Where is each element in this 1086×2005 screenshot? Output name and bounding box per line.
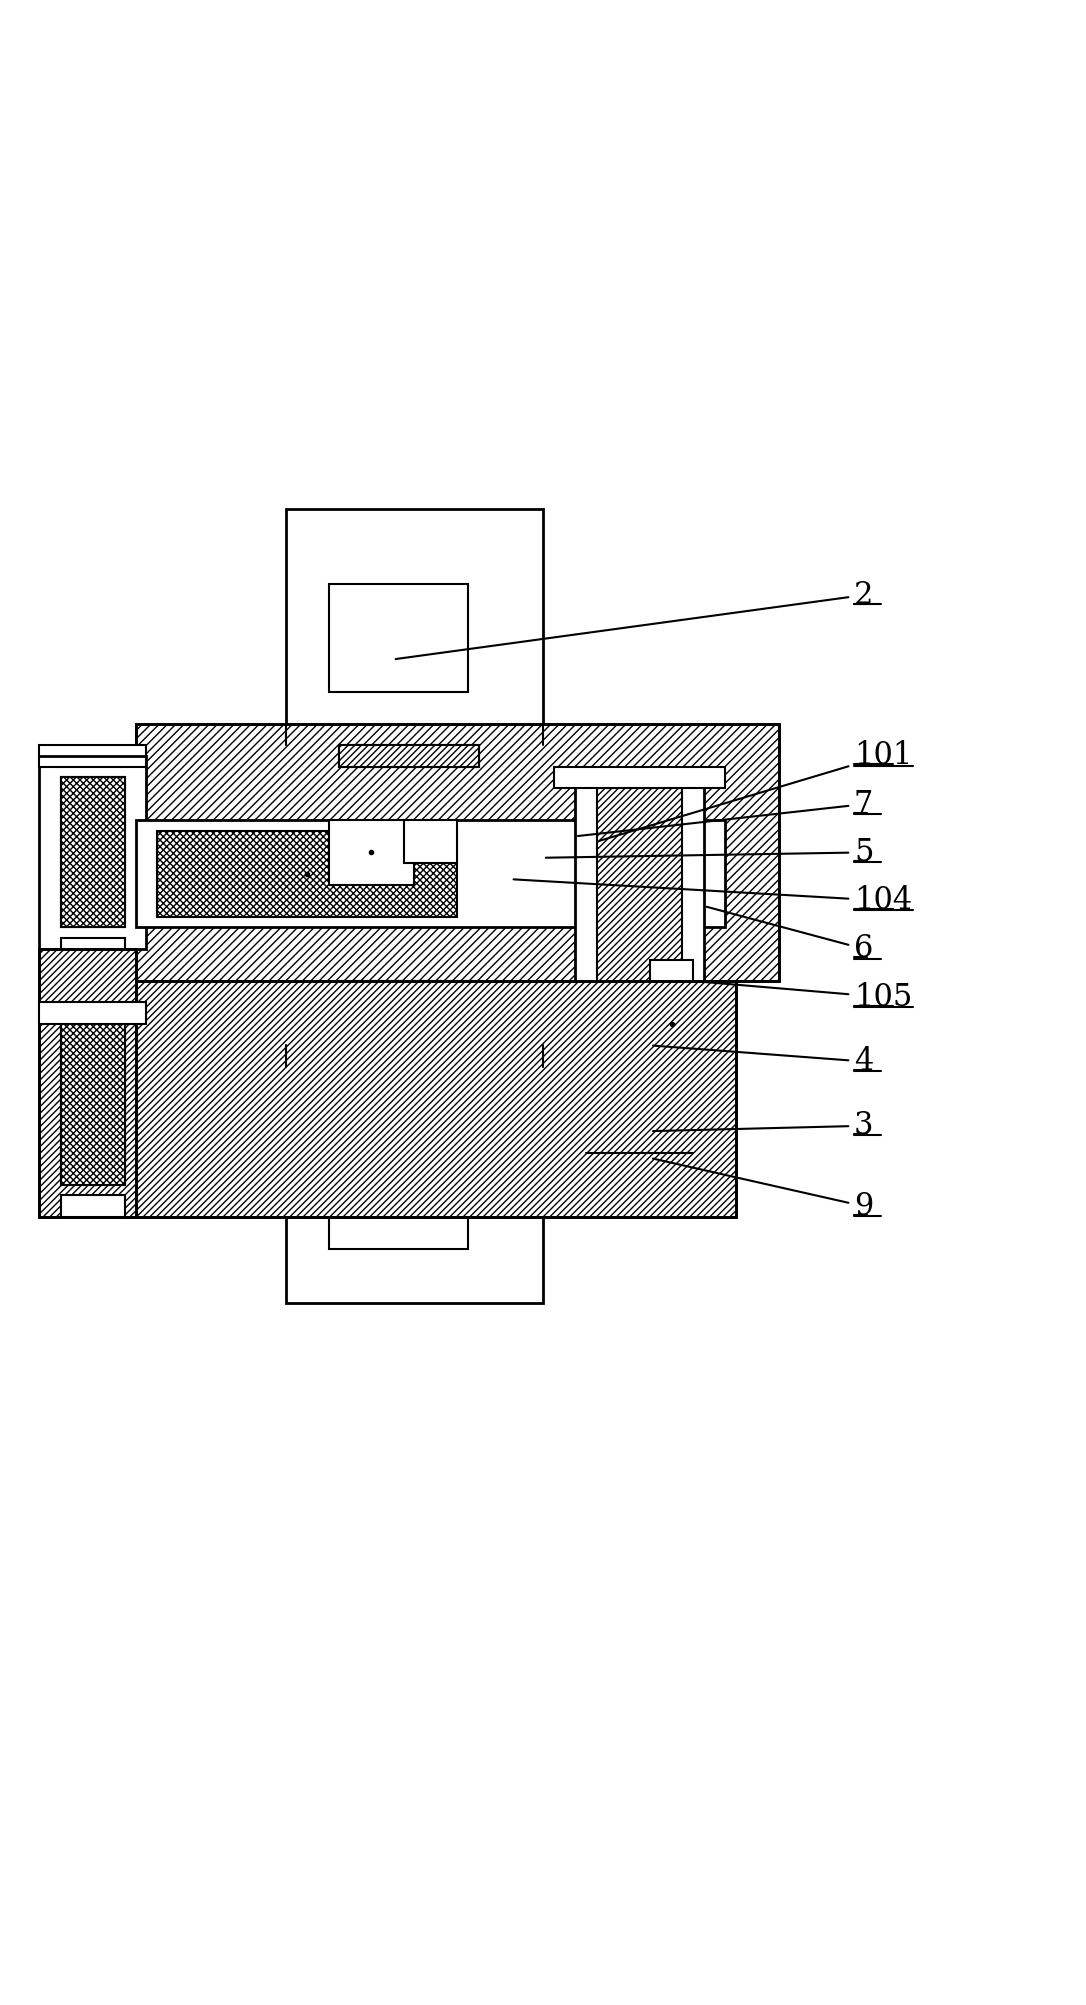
Bar — [554, 766, 725, 788]
Polygon shape — [39, 948, 136, 1217]
Text: 104: 104 — [514, 880, 912, 916]
Bar — [286, 1067, 543, 1303]
Bar — [339, 980, 479, 1067]
Polygon shape — [136, 980, 736, 1217]
Bar — [61, 938, 125, 960]
Bar — [136, 820, 725, 928]
Text: 9: 9 — [653, 1159, 873, 1221]
Text: 105: 105 — [696, 980, 912, 1013]
Text: 7: 7 — [578, 788, 873, 836]
Bar — [329, 583, 468, 692]
Bar — [576, 766, 704, 1089]
Bar — [61, 778, 125, 928]
Text: 4: 4 — [653, 1045, 873, 1077]
Bar — [329, 1143, 468, 1249]
Text: 3: 3 — [653, 1111, 873, 1141]
Bar — [596, 1067, 682, 1089]
Bar — [136, 724, 779, 980]
Polygon shape — [339, 980, 479, 1045]
Bar — [286, 509, 543, 746]
Bar — [404, 820, 457, 862]
Text: 6: 6 — [707, 906, 873, 964]
Bar — [136, 724, 779, 980]
Bar — [39, 756, 147, 948]
Bar — [651, 960, 693, 1002]
Bar — [39, 1002, 147, 1025]
Bar — [329, 820, 415, 884]
Bar — [136, 980, 736, 1217]
Polygon shape — [61, 1013, 125, 1185]
Text: 5: 5 — [546, 836, 873, 868]
Bar — [39, 948, 136, 1217]
Bar — [39, 746, 147, 766]
Bar — [339, 746, 479, 766]
Polygon shape — [157, 830, 457, 916]
Text: 101: 101 — [599, 740, 912, 840]
Bar — [576, 1089, 704, 1121]
Polygon shape — [61, 778, 125, 928]
Bar — [596, 1121, 682, 1143]
Polygon shape — [596, 788, 682, 1067]
Bar — [585, 1143, 693, 1163]
Text: 2: 2 — [395, 579, 873, 660]
Polygon shape — [339, 746, 479, 766]
Bar — [61, 1013, 125, 1185]
Bar — [61, 1195, 125, 1217]
